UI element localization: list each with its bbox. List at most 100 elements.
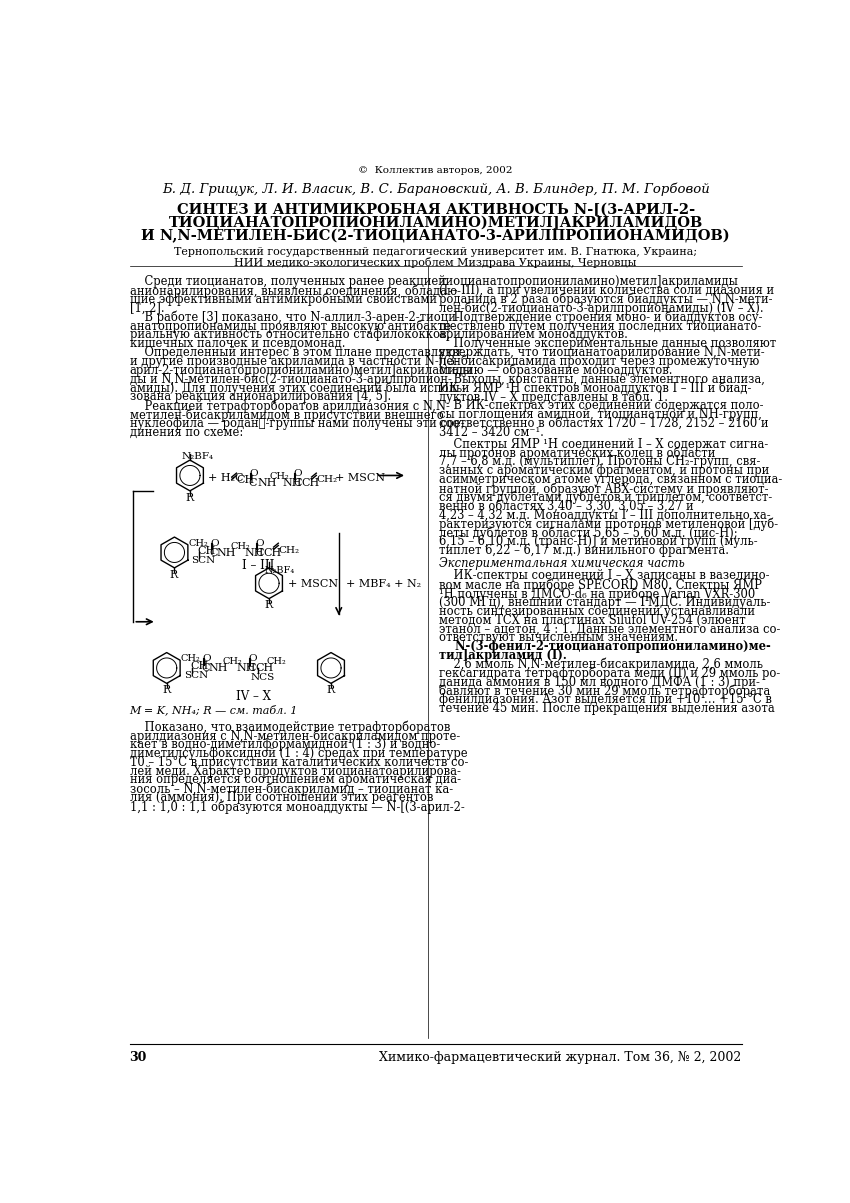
Text: соответственно в областях 1720 – 1728, 2152 – 2160 и: соответственно в областях 1720 – 1728, 2… <box>439 417 769 429</box>
Text: В работе [3] показано, что N-аллил-3-арен-2-тиоци-: В работе [3] показано, что N-аллил-3-аре… <box>129 310 459 324</box>
Text: Экспериментальная химическая часть: Экспериментальная химическая часть <box>439 557 685 570</box>
Text: R: R <box>170 570 178 580</box>
Text: CH₂: CH₂ <box>269 472 289 481</box>
Text: CH₂: CH₂ <box>223 657 242 666</box>
Text: фенилдиазония. Азот выделяется при +10 … +15 °С в: фенилдиазония. Азот выделяется при +10 …… <box>439 693 773 706</box>
Text: типлет 6,22 – 6,17 м.д.) винильного фрагмента.: типлет 6,22 – 6,17 м.д.) винильного фраг… <box>439 544 729 557</box>
Text: CH₂: CH₂ <box>181 654 201 663</box>
Text: SCN: SCN <box>184 671 208 680</box>
Text: 3412 – 3420 см⁻¹.: 3412 – 3420 см⁻¹. <box>439 426 544 439</box>
Text: ния определяется соотношением ароматическая диа-: ния определяется соотношением ароматичес… <box>129 774 461 787</box>
Text: Среди тиоцианатов, полученных ранее реакцией: Среди тиоцианатов, полученных ранее реак… <box>129 275 445 289</box>
Text: CH: CH <box>256 663 274 674</box>
Text: И N,N-МЕТИЛЕН-БИС(2-ТИОЦИАНАТО-3-АРИЛПРОПИОНАМИДОВ): И N,N-МЕТИЛЕН-БИС(2-ТИОЦИАНАТО-3-АРИЛПРО… <box>141 229 730 243</box>
Text: Показано, что взаимодействие тетрафторборатов: Показано, что взаимодействие тетрафторбо… <box>129 721 450 734</box>
Text: Б. Д. Грищук, Л. И. Власик, В. С. Барановский, А. В. Блиндер, П. М. Горбовой: Б. Д. Грищук, Л. И. Власик, В. С. Барано… <box>162 183 710 196</box>
Text: риальную активность относительно стафилококков,: риальную активность относительно стафило… <box>129 328 450 342</box>
Text: ся двумя дублетами дублетов и триплетом, соответст-: ся двумя дублетами дублетов и триплетом,… <box>439 491 773 504</box>
Text: R: R <box>162 685 170 695</box>
Text: R: R <box>264 600 273 610</box>
Text: ИК-спектры соединений I – X записаны в вазелино-: ИК-спектры соединений I – X записаны в в… <box>439 569 770 582</box>
Text: ©  Коллектив авторов, 2002: © Коллектив авторов, 2002 <box>359 166 513 174</box>
Text: лы протонов ароматических колец в области: лы протонов ароматических колец в област… <box>439 446 716 460</box>
Text: анионарилирования, выявлены соединения, обладаю-: анионарилирования, выявлены соединения, … <box>129 284 461 297</box>
Text: NCS: NCS <box>251 674 275 682</box>
Text: + MSCN: + MSCN <box>335 473 385 484</box>
Text: вом масле на приборе SPECORD M80. Спектры ЯМР: вом масле на приборе SPECORD M80. Спектр… <box>439 579 762 592</box>
Text: арилдиазония с N,N-метилен-бисакриламидом проте-: арилдиазония с N,N-метилен-бисакриламидо… <box>129 729 460 742</box>
Text: CH₂: CH₂ <box>316 475 337 485</box>
Text: Определенный интерес в этом плане представляют: Определенный интерес в этом плане предст… <box>129 346 462 360</box>
Text: асимметрическом атоме углерода, связанном с тиоциа-: асимметрическом атоме углерода, связанно… <box>439 473 783 486</box>
Text: ИК и ЯМР ¹H спектров моноаддуктов I – III и биад-: ИК и ЯМР ¹H спектров моноаддуктов I – II… <box>439 381 752 395</box>
Text: Тернопольский государственный педагогический университет им. В. Гнатюка, Украина: Тернопольский государственный педагогиче… <box>174 247 697 256</box>
Text: O: O <box>248 654 257 663</box>
Text: Химико-фармацевтический журнал. Том 36, № 2, 2002: Химико-фармацевтический журнал. Том 36, … <box>379 1051 742 1065</box>
Text: NH: NH <box>236 663 256 674</box>
Text: M = K, NH₄; R — см. табл. 1: M = K, NH₄; R — см. табл. 1 <box>129 705 298 716</box>
Text: натной группой, образуют ABX-систему и проявляют-: натной группой, образуют ABX-систему и п… <box>439 482 769 496</box>
Text: венно в областях 3,40 – 3,30, 3,05 – 3,27 и: венно в областях 3,40 – 3,30, 3,05 – 3,2… <box>439 499 694 512</box>
Text: NH: NH <box>244 547 264 558</box>
Text: лей меди. Характер продуктов тиоцианатоарилирова-: лей меди. Характер продуктов тиоцианатоа… <box>129 765 461 777</box>
Text: Подтверждение строения моно- и биаддуктов осу-: Подтверждение строения моно- и биаддукто… <box>439 310 763 324</box>
Text: C: C <box>249 478 258 487</box>
Text: C: C <box>209 547 218 558</box>
Text: щие эффективными антимикробными свойствами: щие эффективными антимикробными свойства… <box>129 294 437 307</box>
Text: и другие производные акриламида в частности N-[(3-: и другие производные акриламида в частно… <box>129 355 458 368</box>
Text: CH: CH <box>190 660 208 671</box>
Text: 6,15 – 6,10 м.д. (транс-H)] и метиновой групп (муль-: 6,15 – 6,10 м.д. (транс-H)] и метиновой … <box>439 535 758 549</box>
Text: O: O <box>202 654 211 663</box>
Text: сы поглощения амидной, тиоцианатной и NH-групп,: сы поглощения амидной, тиоцианатной и NH… <box>439 408 762 421</box>
Text: СИНТЕЗ И АНТИМИКРОБНАЯ АКТИВНОСТЬ N-[(3-АРИЛ-2-: СИНТЕЗ И АНТИМИКРОБНАЯ АКТИВНОСТЬ N-[(3-… <box>177 203 694 217</box>
Text: CH: CH <box>302 478 320 487</box>
Text: арил-2-тиоцианатопропиониламино)метил]акриламиды: арил-2-тиоцианатопропиониламино)метил]ак… <box>129 363 473 377</box>
Text: лен-бис(2-тиоцианато-3-арилпропионамиды) (IV – X).: лен-бис(2-тиоцианато-3-арилпропионамиды)… <box>439 302 764 315</box>
Text: IV – X: IV – X <box>236 689 271 703</box>
Text: гексагидрата тетрафторбората меди (II) и 29 ммоль ро-: гексагидрата тетрафторбората меди (II) и… <box>439 666 781 681</box>
Text: (I – III), а при увеличении количества соли диазония и: (I – III), а при увеличении количества с… <box>439 284 774 297</box>
Text: нуклеофила — роданَ-группы нами получены эти сое-: нуклеофила — роданَ-группы нами получены… <box>129 417 464 429</box>
Text: N₂BF₄: N₂BF₄ <box>264 567 295 575</box>
Text: C: C <box>255 547 264 558</box>
Text: Спектры ЯМР ¹H соединений I – X содержат сигна-: Спектры ЯМР ¹H соединений I – X содержат… <box>439 438 768 451</box>
Text: зосоль – N,N-метилен-бисакриламид – тиоцианат ка-: зосоль – N,N-метилен-бисакриламид – тиоц… <box>129 782 452 796</box>
Text: NH: NH <box>208 663 228 674</box>
Text: арилированием моноаддуктов.: арилированием моноаддуктов. <box>439 328 628 342</box>
Text: CH₂: CH₂ <box>267 657 286 666</box>
Text: C: C <box>247 663 256 674</box>
Text: 7,7 – 6,8 м.д. (мультиплет). Протоны CH₂-групп, свя-: 7,7 – 6,8 м.д. (мультиплет). Протоны CH₂… <box>439 456 761 468</box>
Text: ды и N,N-метилен-бис(2-тиоцианато-3-арилпропион-: ды и N,N-метилен-бис(2-тиоцианато-3-арил… <box>129 373 451 386</box>
Text: тиоцианатопропиониламино)метил]акриламиды: тиоцианатопропиониламино)метил]акриламид… <box>439 275 739 289</box>
Text: метилен-бисакриламидом в присутствии внешнего: метилен-бисакриламидом в присутствии вне… <box>129 408 443 421</box>
Text: течение 45 мин. После прекращения выделения азота: течение 45 мин. После прекращения выделе… <box>439 703 775 716</box>
Text: роданида в 2 раза образуются биаддукты — N,N-мети-: роданида в 2 раза образуются биаддукты —… <box>439 294 773 307</box>
Text: рактеризуются сигналами протонов метиленовой [дуб-: рактеризуются сигналами протонов метилен… <box>439 517 779 531</box>
Text: R: R <box>185 493 194 503</box>
Text: (300 МГц), внешний стандарт — ГМДС. Индивидуаль-: (300 МГц), внешний стандарт — ГМДС. Инди… <box>439 595 771 609</box>
Text: бавляют в течение 30 мин 29 ммоль тетрафторбората: бавляют в течение 30 мин 29 ммоль тетраф… <box>439 685 771 698</box>
Text: NH: NH <box>216 547 235 558</box>
Text: тил]акриламид (I).: тил]акриламид (I). <box>439 650 567 662</box>
Text: 10 – 15°С в присутствии каталитических количеств со-: 10 – 15°С в присутствии каталитических к… <box>129 755 468 769</box>
Text: ТИОЦИАНАТОПРОПИОНИЛАМИНО)МЕТИЛ]АКРИЛАМИДОВ: ТИОЦИАНАТОПРОПИОНИЛАМИНО)МЕТИЛ]АКРИЛАМИД… <box>168 217 703 230</box>
Text: ленбисакриламида проходит через промежуточную: ленбисакриламида проходит через промежут… <box>439 355 760 368</box>
Text: SCN: SCN <box>191 556 216 564</box>
Text: + MSCN: + MSCN <box>287 580 337 589</box>
Text: CH₂: CH₂ <box>230 541 250 551</box>
Text: CH₂: CH₂ <box>278 545 299 555</box>
Text: ществлено путем получения последних тиоцианато-: ществлено путем получения последних тиоц… <box>439 320 762 332</box>
Text: O: O <box>210 539 218 547</box>
Text: анатопропионамиды проявляют высокую антибакте-: анатопропионамиды проявляют высокую анти… <box>129 320 454 333</box>
Text: R: R <box>326 685 335 695</box>
Text: O: O <box>256 539 264 547</box>
Text: + MBF₄ + N₂: + MBF₄ + N₂ <box>347 580 422 589</box>
Text: CH₂: CH₂ <box>189 539 208 547</box>
Text: 4,23 – 4,32 м.д. Моноаддукты I – III дополнительно ха-: 4,23 – 4,32 м.д. Моноаддукты I – III доп… <box>439 509 771 522</box>
Text: стадию — образование моноаддуктов.: стадию — образование моноаддуктов. <box>439 363 673 378</box>
Text: Полученные экспериментальные данные позволяют: Полученные экспериментальные данные позв… <box>439 337 777 350</box>
Text: I – III: I – III <box>242 558 275 571</box>
Text: этанол – ацетон, 4 : 1. Данные элементного анализа со-: этанол – ацетон, 4 : 1. Данные элементно… <box>439 622 781 635</box>
Text: 30: 30 <box>129 1051 147 1065</box>
Text: леты дублетов в области 5,65 – 5,60 м.д. (цис-H);: леты дублетов в области 5,65 – 5,60 м.д.… <box>439 526 738 540</box>
